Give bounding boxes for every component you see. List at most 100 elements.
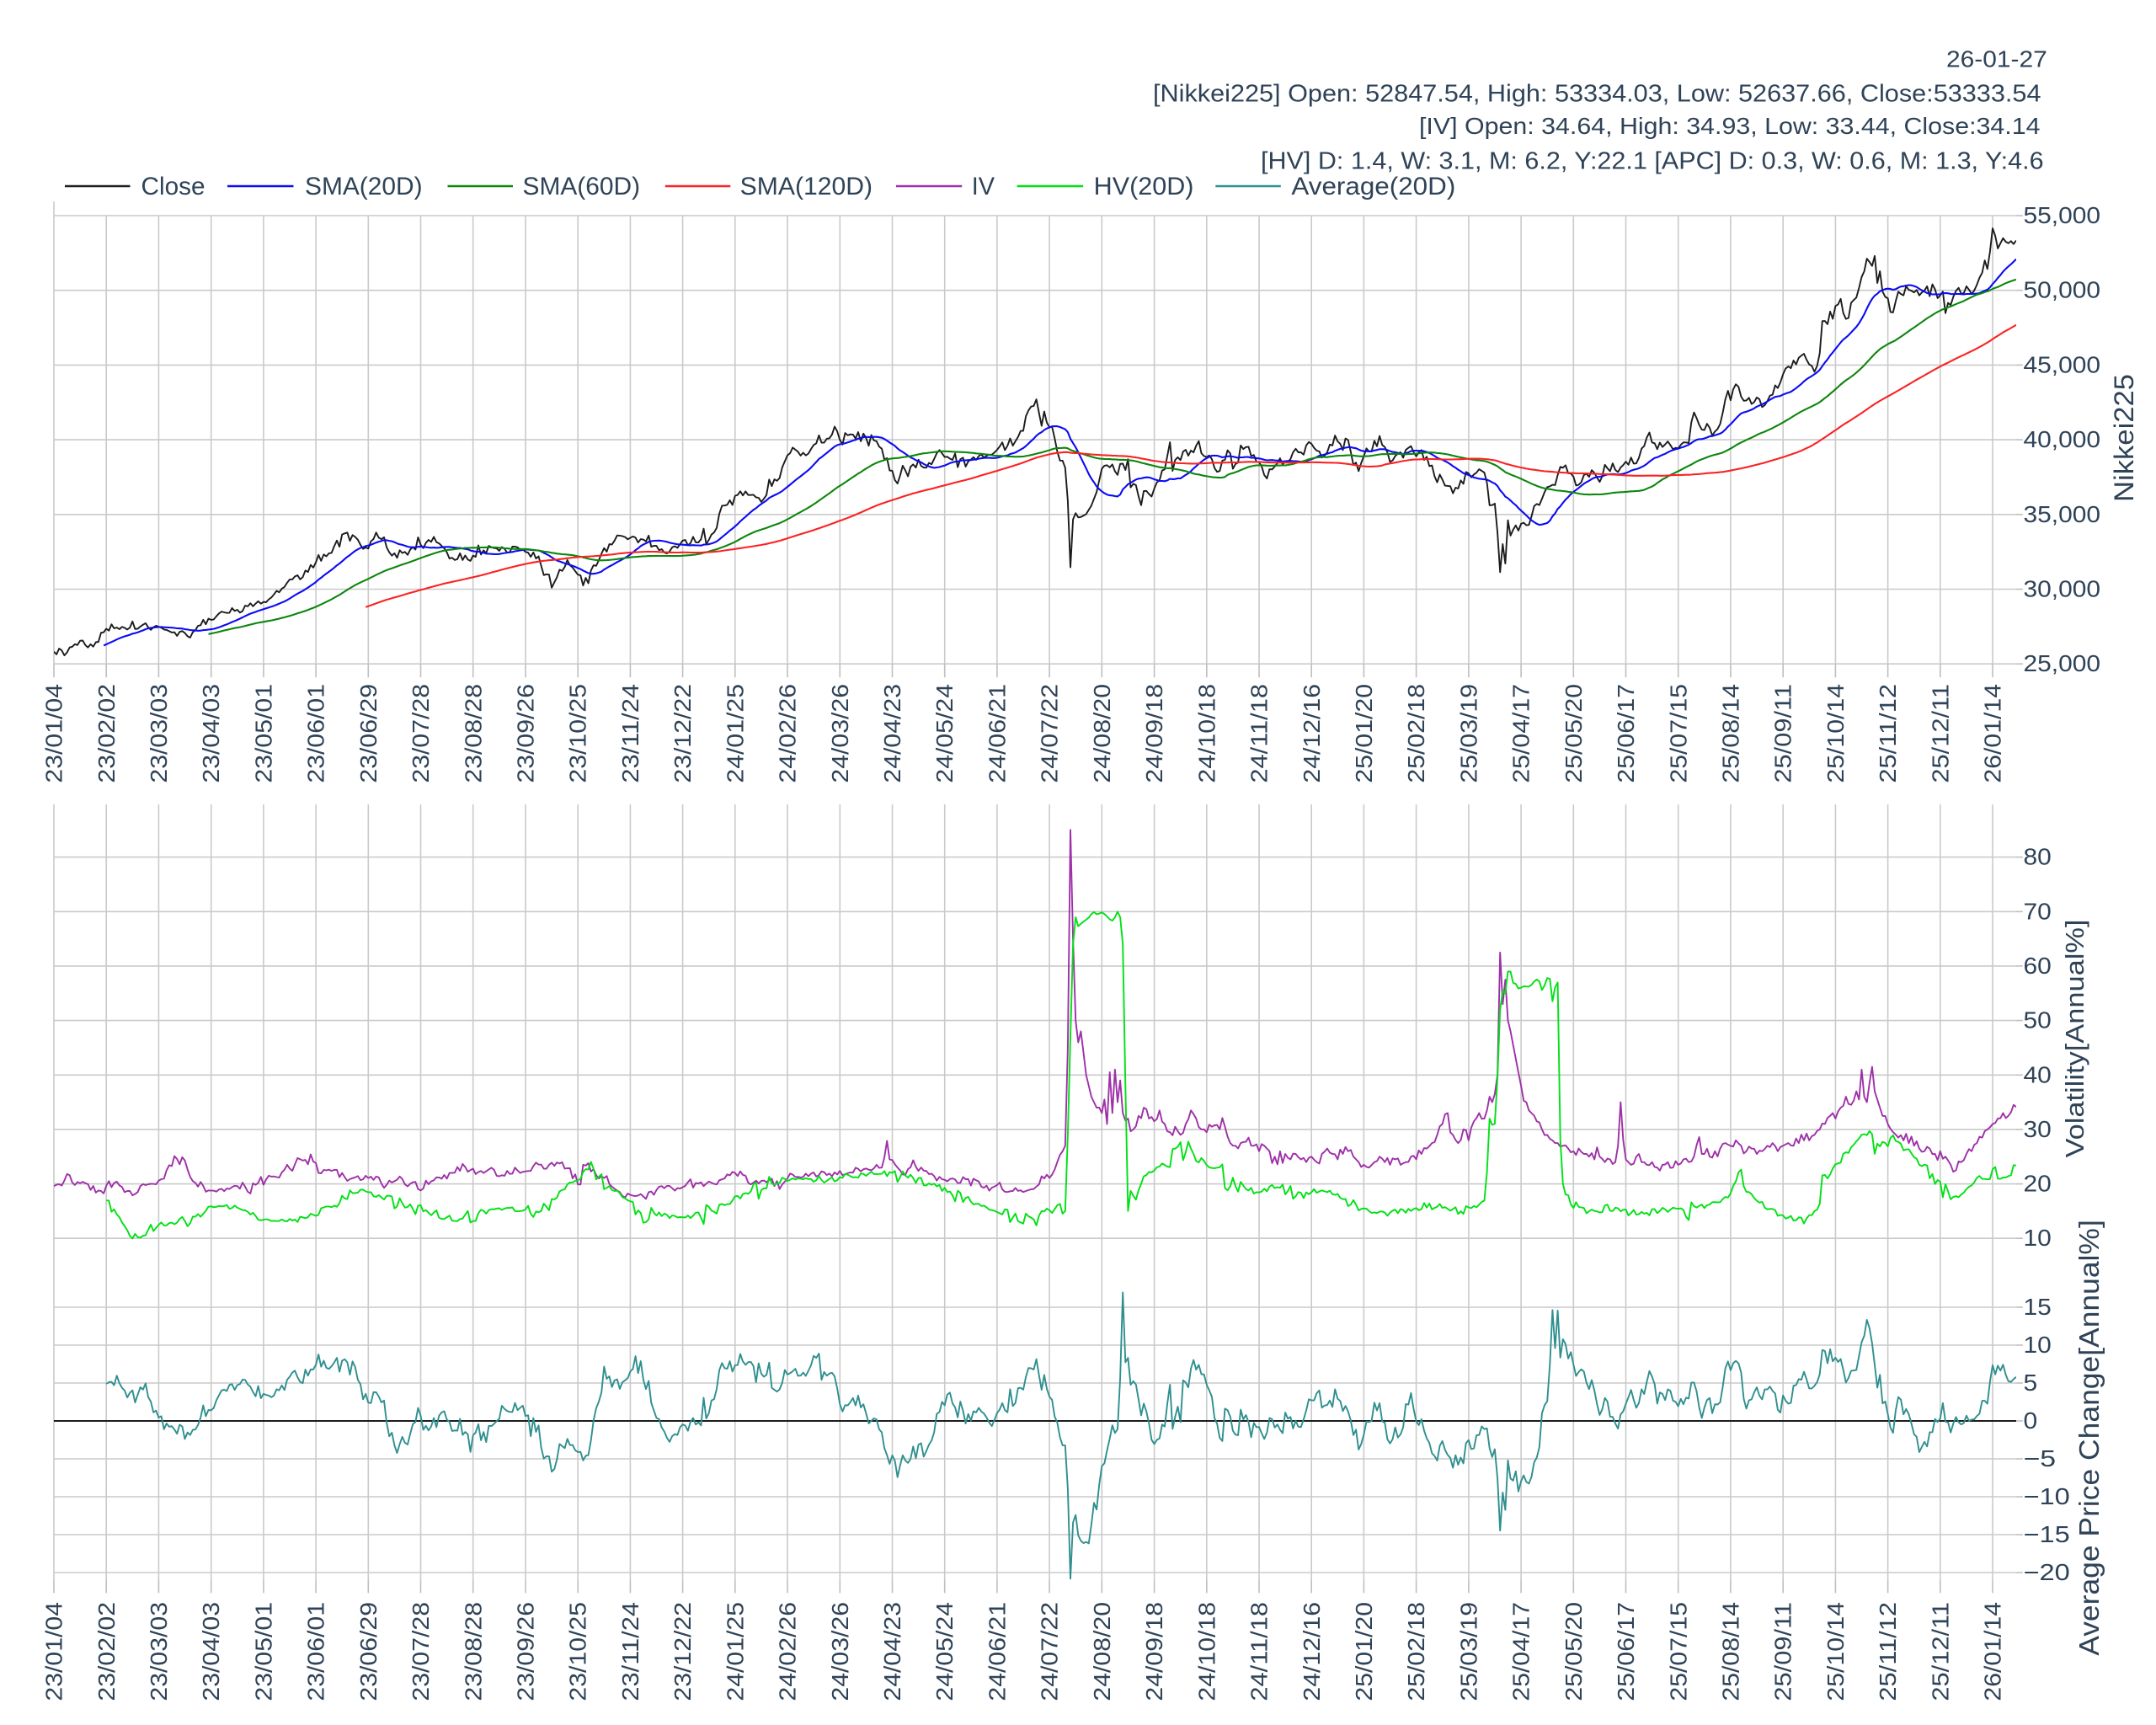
svg-text:25/06/17: 25/06/17 xyxy=(1613,1602,1639,1701)
svg-text:25/12/11: 25/12/11 xyxy=(1927,684,1953,783)
svg-text:25/09/11: 25/09/11 xyxy=(1770,684,1796,783)
svg-text:0: 0 xyxy=(2024,1407,2038,1434)
svg-text:40: 40 xyxy=(2024,1061,2052,1087)
svg-text:24/11/18: 24/11/18 xyxy=(1246,1602,1273,1701)
svg-text:23/05/01: 23/05/01 xyxy=(250,684,276,783)
svg-text:IV: IV xyxy=(972,173,995,200)
svg-text:HV(20D): HV(20D) xyxy=(1094,173,1194,200)
svg-text:25/12/11: 25/12/11 xyxy=(1927,1602,1953,1701)
svg-text:23/06/29: 23/06/29 xyxy=(355,1602,382,1701)
svg-text:24/10/18: 24/10/18 xyxy=(1193,1602,1219,1701)
svg-text:60: 60 xyxy=(2024,953,2052,979)
svg-text:23/08/28: 23/08/28 xyxy=(460,1602,486,1701)
svg-text:23/02/02: 23/02/02 xyxy=(93,684,120,783)
svg-text:23/04/03: 23/04/03 xyxy=(198,684,224,783)
svg-text:24/01/25: 24/01/25 xyxy=(722,684,748,783)
svg-text:23/11/24: 23/11/24 xyxy=(617,1602,643,1701)
svg-text:10: 10 xyxy=(2024,1332,2052,1358)
svg-text:24/11/18: 24/11/18 xyxy=(1246,684,1273,783)
svg-text:24/02/26: 24/02/26 xyxy=(775,684,801,783)
svg-text:23/03/03: 23/03/03 xyxy=(146,684,172,783)
svg-text:24/04/23: 24/04/23 xyxy=(879,1602,905,1701)
svg-text:5: 5 xyxy=(2024,1370,2038,1396)
svg-text:24/08/20: 24/08/20 xyxy=(1089,684,1115,783)
svg-text:15: 15 xyxy=(2024,1294,2052,1320)
svg-text:25/03/19: 25/03/19 xyxy=(1455,684,1481,783)
svg-text:25/05/20: 25/05/20 xyxy=(1561,1602,1587,1701)
svg-text:24/12/16: 24/12/16 xyxy=(1299,1602,1325,1701)
svg-text:55,000: 55,000 xyxy=(2024,202,2101,228)
svg-text:50,000: 50,000 xyxy=(2024,277,2101,303)
svg-text:24/03/26: 24/03/26 xyxy=(827,684,853,783)
svg-text:25/04/17: 25/04/17 xyxy=(1508,684,1534,783)
svg-text:25/01/20: 25/01/20 xyxy=(1351,1602,1377,1701)
svg-text:50: 50 xyxy=(2024,1007,2052,1033)
svg-text:24/07/22: 24/07/22 xyxy=(1037,1602,1063,1701)
svg-text:23/10/25: 23/10/25 xyxy=(565,1602,591,1701)
svg-text:25/02/18: 25/02/18 xyxy=(1403,684,1429,783)
svg-text:20: 20 xyxy=(2024,1171,2052,1197)
svg-text:Nikkei225: Nikkei225 xyxy=(2109,374,2139,502)
svg-text:24/08/20: 24/08/20 xyxy=(1089,1602,1115,1701)
svg-text:26/01/14: 26/01/14 xyxy=(1980,1602,2006,1701)
svg-text:25/10/14: 25/10/14 xyxy=(1822,1602,1849,1701)
svg-text:SMA(20D): SMA(20D) xyxy=(305,173,423,200)
svg-text:26/01/14: 26/01/14 xyxy=(1980,684,2006,783)
svg-text:25/02/18: 25/02/18 xyxy=(1403,1602,1429,1701)
svg-text:25/04/17: 25/04/17 xyxy=(1508,1602,1534,1701)
svg-text:−20: −20 xyxy=(2024,1559,2070,1585)
svg-text:Average(20D): Average(20D) xyxy=(1291,173,1455,200)
svg-text:25/06/17: 25/06/17 xyxy=(1613,684,1639,783)
svg-text:45,000: 45,000 xyxy=(2024,351,2101,377)
svg-text:25,000: 25,000 xyxy=(2024,650,2101,676)
svg-text:23/01/04: 23/01/04 xyxy=(41,684,67,783)
svg-text:Close: Close xyxy=(141,173,205,200)
svg-text:25/05/20: 25/05/20 xyxy=(1561,684,1587,783)
svg-text:24/07/22: 24/07/22 xyxy=(1037,684,1063,783)
svg-text:24/05/24: 24/05/24 xyxy=(931,1602,958,1701)
svg-text:Volatility[Annual%]: Volatility[Annual%] xyxy=(2060,920,2089,1158)
svg-text:25/01/20: 25/01/20 xyxy=(1351,684,1377,783)
svg-text:25/08/14: 25/08/14 xyxy=(1718,1602,1744,1701)
svg-text:23/06/01: 23/06/01 xyxy=(303,684,329,783)
svg-text:−15: −15 xyxy=(2024,1521,2070,1547)
svg-text:30: 30 xyxy=(2024,1116,2052,1142)
svg-text:23/09/26: 23/09/26 xyxy=(513,1602,539,1701)
svg-text:23/06/01: 23/06/01 xyxy=(303,1602,329,1701)
svg-text:23/08/28: 23/08/28 xyxy=(460,684,486,783)
svg-text:26-01-27: 26-01-27 xyxy=(1946,46,2047,72)
svg-text:30,000: 30,000 xyxy=(2024,576,2101,602)
svg-text:24/05/24: 24/05/24 xyxy=(931,684,958,783)
svg-text:24/02/26: 24/02/26 xyxy=(775,1602,801,1701)
svg-text:25/09/11: 25/09/11 xyxy=(1770,1602,1796,1701)
svg-text:24/01/25: 24/01/25 xyxy=(722,1602,748,1701)
svg-text:23/01/04: 23/01/04 xyxy=(41,1602,67,1701)
svg-text:25/07/15: 25/07/15 xyxy=(1665,1602,1691,1701)
svg-text:23/12/22: 23/12/22 xyxy=(670,684,696,783)
svg-text:24/09/18: 24/09/18 xyxy=(1141,1602,1167,1701)
svg-text:24/10/18: 24/10/18 xyxy=(1193,684,1219,783)
svg-text:Average Price Change[Annual%]: Average Price Change[Annual%] xyxy=(2073,1220,2105,1656)
svg-text:10: 10 xyxy=(2024,1225,2052,1251)
svg-text:80: 80 xyxy=(2024,844,2052,870)
svg-text:25/08/14: 25/08/14 xyxy=(1718,684,1744,783)
svg-text:[Nikkei225] Open: 52847.54, Hi: [Nikkei225] Open: 52847.54, High: 53334.… xyxy=(1153,81,2041,108)
svg-text:23/07/28: 23/07/28 xyxy=(408,1602,434,1701)
svg-text:23/03/03: 23/03/03 xyxy=(146,1602,172,1701)
svg-text:24/04/23: 24/04/23 xyxy=(879,684,905,783)
svg-text:23/02/02: 23/02/02 xyxy=(93,1602,120,1701)
svg-text:23/12/22: 23/12/22 xyxy=(670,1602,696,1701)
svg-text:25/11/12: 25/11/12 xyxy=(1875,1602,1901,1701)
svg-text:−5: −5 xyxy=(2024,1445,2057,1471)
svg-text:SMA(60D): SMA(60D) xyxy=(523,173,641,200)
svg-text:70: 70 xyxy=(2024,898,2052,924)
svg-text:24/03/26: 24/03/26 xyxy=(827,1602,853,1701)
svg-text:25/10/14: 25/10/14 xyxy=(1822,684,1849,783)
svg-text:24/06/21: 24/06/21 xyxy=(985,684,1011,783)
svg-text:[IV] Open: 34.64, High: 34.93,: [IV] Open: 34.64, High: 34.93, Low: 33.4… xyxy=(1419,112,2041,139)
svg-text:35,000: 35,000 xyxy=(2024,501,2101,527)
svg-text:40,000: 40,000 xyxy=(2024,426,2101,452)
svg-text:25/11/12: 25/11/12 xyxy=(1875,684,1901,783)
svg-text:24/06/21: 24/06/21 xyxy=(985,1602,1011,1701)
svg-text:25/03/19: 25/03/19 xyxy=(1455,1602,1481,1701)
